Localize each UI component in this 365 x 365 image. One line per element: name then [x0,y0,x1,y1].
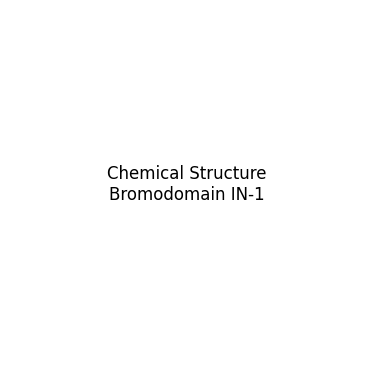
Text: Chemical Structure
Bromodomain IN-1: Chemical Structure Bromodomain IN-1 [107,165,267,204]
